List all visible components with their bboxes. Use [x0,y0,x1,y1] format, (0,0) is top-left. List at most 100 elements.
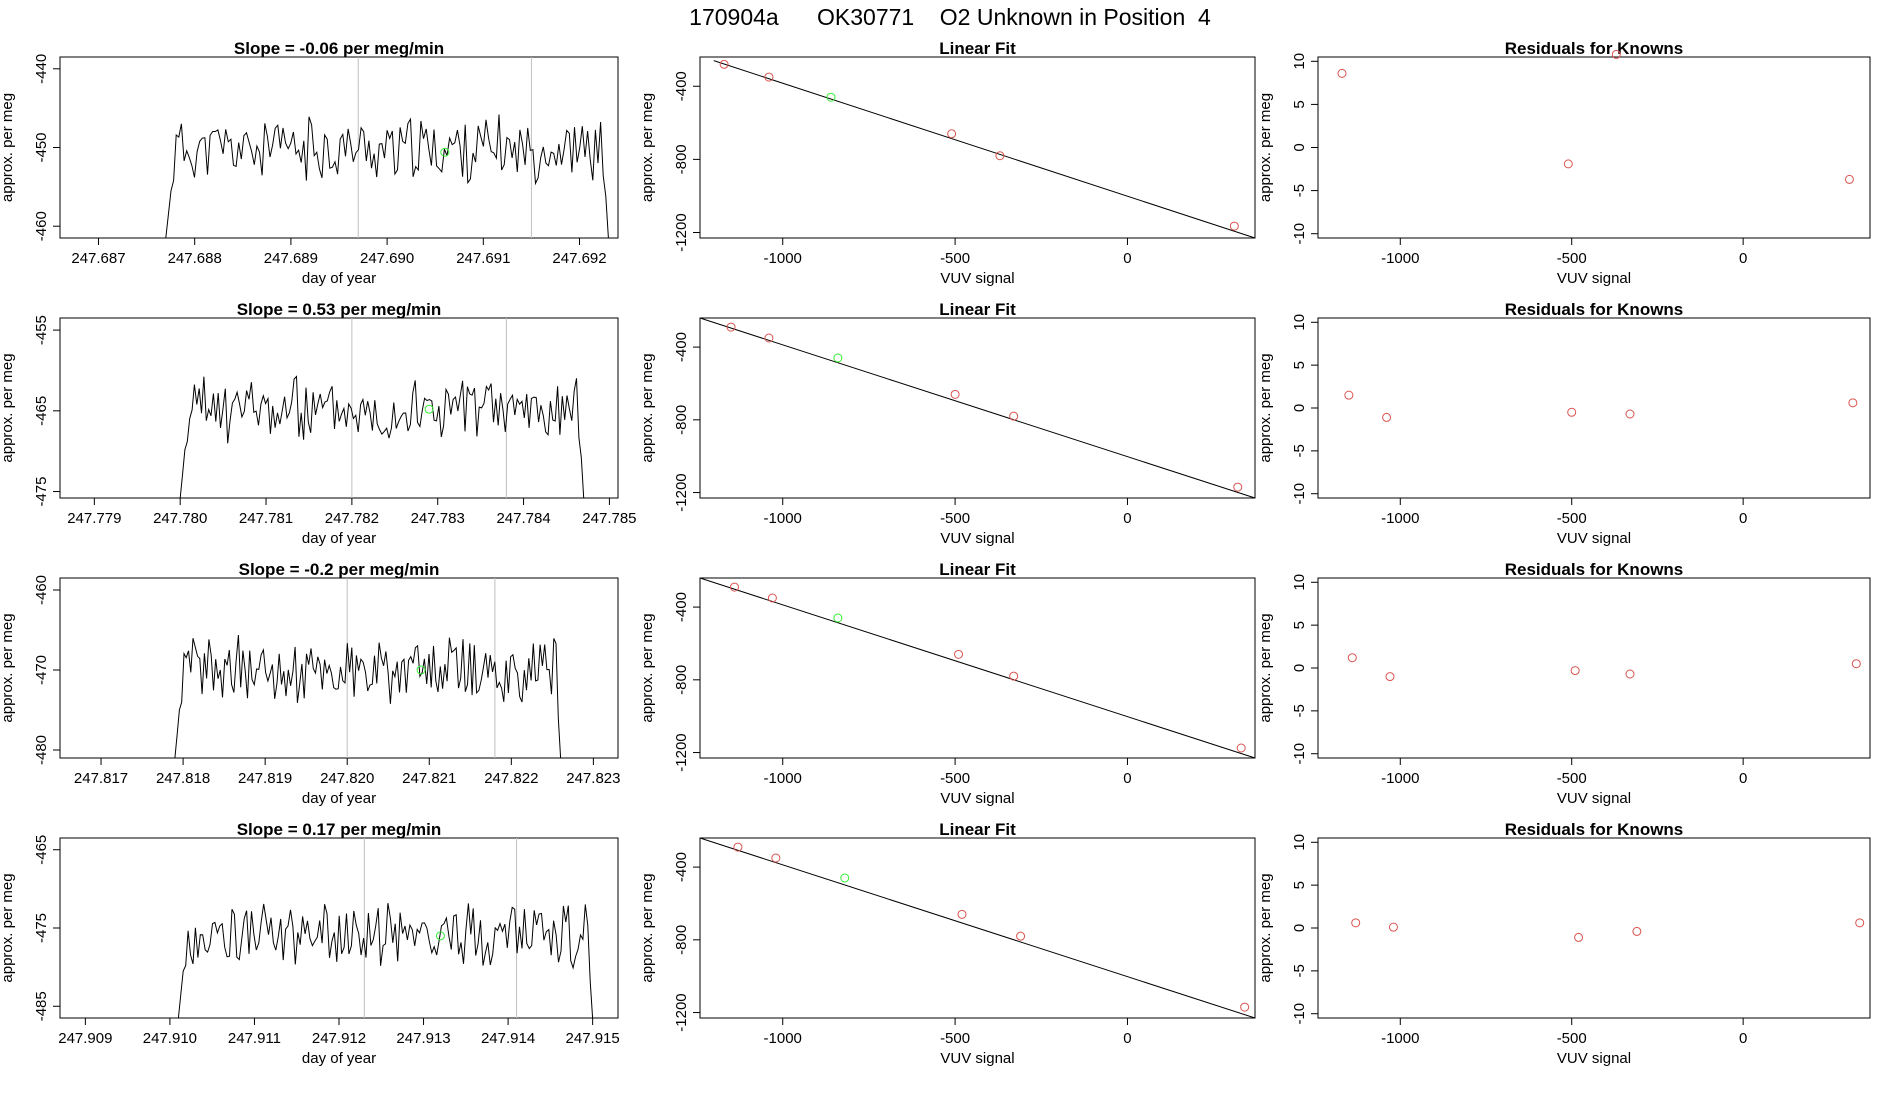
x-tick-label: -500 [940,250,970,267]
y-tick-label: -800 [673,925,690,955]
y-tick-label: 5 [1291,621,1308,629]
x-tick-label: 247.782 [325,510,379,527]
y-axis-label: approx. per meg [0,873,16,982]
x-tick-label: 247.913 [396,1030,450,1047]
known-point [1009,411,1019,421]
x-tick-label: -500 [1557,770,1587,787]
x-axis-label: day of year [302,1050,376,1067]
plot-frame [1317,837,1871,1019]
known-point [1236,743,1246,753]
plot-frame [699,56,1256,239]
x-tick-label: 0 [1739,770,1747,787]
x-tick-label: -1000 [764,770,802,787]
y-tick-label: -450 [33,132,50,162]
x-tick-label: 247.781 [239,510,293,527]
x-tick-label: 0 [1123,510,1131,527]
x-tick-label: 247.783 [411,510,465,527]
panel-title: Residuals for Knowns [1505,300,1684,319]
x-tick-label: 247.817 [74,770,128,787]
plot-frame [1317,577,1871,759]
known-point [950,389,960,399]
y-tick-label: -5 [1291,704,1308,717]
known-point [1016,931,1026,941]
y-tick-label: -10 [1291,223,1308,245]
y-tick-label: -10 [1291,743,1308,765]
panel-title: Residuals for Knowns [1505,820,1684,839]
residual-point [1855,918,1865,928]
y-tick-label: -400 [673,852,690,882]
y-tick-label: 0 [1291,143,1308,151]
x-tick-label: 247.785 [582,510,636,527]
x-axis-label: VUV signal [940,1050,1014,1067]
residual-point [1574,932,1584,942]
panel-title: Residuals for Knowns [1505,560,1684,579]
residual-point [1848,398,1858,408]
y-tick-label: 5 [1291,881,1308,889]
plot-frame [59,577,619,759]
known-point [771,853,781,863]
x-tick-label: -1000 [1381,510,1419,527]
y-tick-label: -10 [1291,483,1308,505]
residual-point [1625,669,1635,679]
x-tick-label: 247.691 [456,250,510,267]
signal-trace [177,903,594,1019]
y-tick-label: -470 [33,655,50,685]
y-tick-label: -460 [33,211,50,241]
x-tick-label: 247.780 [153,510,207,527]
unknown-point [435,931,445,941]
x-tick-label: -1000 [764,510,802,527]
known-point [957,909,967,919]
y-tick-label: 10 [1291,834,1308,851]
x-tick-label: 247.687 [71,250,125,267]
x-tick-label: 247.819 [238,770,292,787]
x-tick-label: 247.820 [320,770,374,787]
y-tick-label: 10 [1291,53,1308,70]
y-tick-label: -1200 [673,213,690,251]
y-tick-label: -475 [33,913,50,943]
y-tick-label: 0 [1291,924,1308,932]
y-tick-label: -1200 [673,993,690,1031]
residual-point [1632,926,1642,936]
y-tick-label: -400 [673,71,690,101]
residual-point [1567,407,1577,417]
x-tick-label: -1000 [1381,250,1419,267]
panel-title: Linear Fit [939,300,1016,319]
known-point [1240,1002,1250,1012]
plot-frame [59,56,619,239]
y-axis-label: approx. per meg [0,93,16,202]
y-tick-label: -800 [673,665,690,695]
unknown-point [833,353,843,363]
x-tick-label: 247.911 [228,1030,281,1047]
x-tick-label: 247.818 [156,770,210,787]
x-tick-label: 247.689 [264,250,318,267]
residual-point [1851,659,1861,669]
x-tick-label: -500 [940,1030,970,1047]
y-tick-label: -440 [33,54,50,84]
x-tick-label: -500 [1557,250,1587,267]
known-point [726,322,736,332]
x-tick-label: 247.823 [566,770,620,787]
x-axis-label: VUV signal [1557,790,1631,807]
y-axis-label: approx. per meg [1257,613,1274,722]
plot-frame [699,317,1256,499]
x-tick-label: 0 [1739,250,1747,267]
y-tick-label: 0 [1291,404,1308,412]
residual-point [1611,49,1621,59]
y-axis-label: approx. per meg [639,353,656,462]
x-axis-label: day of year [302,790,376,807]
x-tick-label: 247.821 [402,770,456,787]
unknown-point [833,613,843,623]
plot-frame [1317,56,1871,239]
known-point [764,333,774,343]
x-tick-label: 0 [1123,250,1131,267]
panel-title: Linear Fit [939,560,1016,579]
residual-point [1347,653,1357,663]
y-tick-label: -465 [33,835,50,865]
unknown-point [826,92,836,102]
y-axis-label: approx. per meg [1257,353,1274,462]
plot-frame [59,317,619,499]
y-tick-label: 5 [1291,361,1308,369]
fit-line [699,577,1256,759]
x-tick-label: 247.914 [481,1030,535,1047]
